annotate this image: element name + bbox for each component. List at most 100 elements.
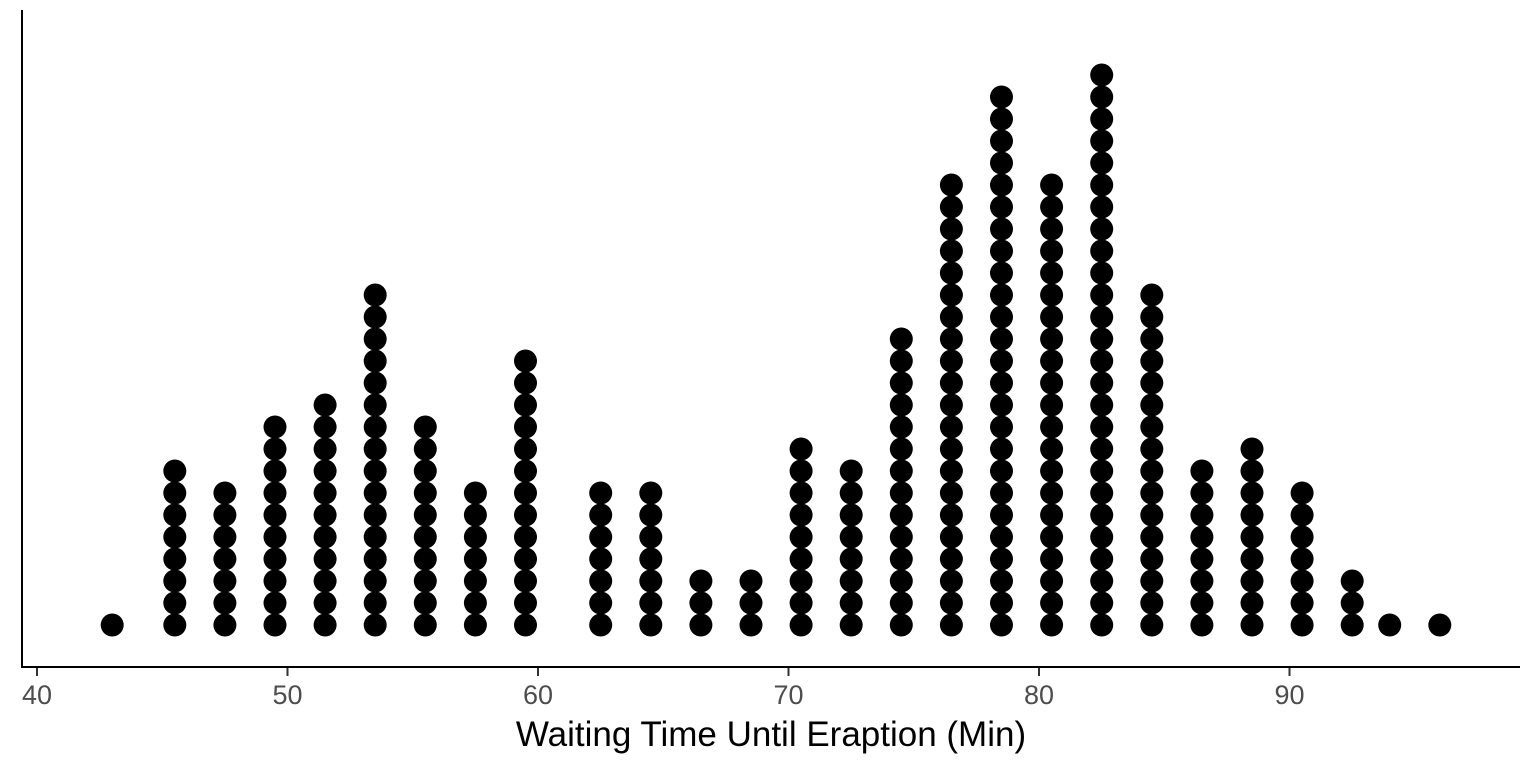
dot-point: [1040, 217, 1064, 241]
dot-point: [163, 459, 187, 483]
dot-point: [639, 481, 663, 505]
dot-point: [1190, 613, 1214, 637]
dot-point: [739, 591, 763, 615]
dot-point: [313, 613, 337, 637]
dot-point: [1290, 547, 1314, 571]
dot-point: [939, 195, 963, 219]
dot-point: [990, 481, 1013, 505]
dot-point: [1290, 503, 1314, 527]
dot-point: [1090, 613, 1114, 637]
dot-point: [263, 481, 287, 505]
dot-point: [313, 481, 337, 505]
dot-point: [1090, 63, 1114, 87]
dot-point: [789, 525, 813, 549]
dot-point: [463, 591, 487, 615]
dot-point: [1040, 195, 1064, 219]
dot-point: [990, 503, 1013, 527]
dot-point: [639, 569, 663, 593]
dot-point: [1190, 459, 1214, 483]
dot-point: [463, 569, 487, 593]
dot-point: [263, 459, 287, 483]
dot-point: [163, 613, 187, 637]
dot-point: [1040, 239, 1064, 263]
dot-point: [213, 481, 237, 505]
dot-point: [1290, 591, 1314, 615]
dot-point: [939, 569, 963, 593]
dot-point: [263, 437, 287, 461]
dot-point: [990, 437, 1013, 461]
dot-point: [1240, 525, 1264, 549]
dot-point: [1090, 591, 1114, 615]
dot-point: [1090, 415, 1114, 439]
dot-point: [1340, 569, 1364, 593]
dot-point: [990, 459, 1013, 483]
dot-point: [839, 503, 863, 527]
dot-point: [1090, 151, 1114, 175]
dot-point: [1090, 129, 1114, 153]
dot-point: [413, 481, 437, 505]
dot-point: [1140, 371, 1164, 395]
dot-point: [990, 107, 1013, 131]
dot-point: [1090, 437, 1114, 461]
dot-point: [939, 437, 963, 461]
dot-point: [463, 525, 487, 549]
dot-point: [789, 569, 813, 593]
dot-point: [1090, 481, 1114, 505]
dot-point: [363, 481, 387, 505]
dot-point: [463, 481, 487, 505]
dot-point: [1040, 503, 1064, 527]
dot-point: [839, 481, 863, 505]
dot-point: [889, 481, 913, 505]
dot-point: [990, 613, 1013, 637]
dot-point: [990, 371, 1013, 395]
x-axis-title: Waiting Time Until Eraption (Min): [516, 715, 1026, 754]
dot-point: [413, 415, 437, 439]
dot-point: [789, 459, 813, 483]
dot-point: [213, 613, 237, 637]
dot-point: [990, 239, 1013, 263]
dot-point: [990, 129, 1013, 153]
dot-point: [839, 569, 863, 593]
dot-point: [589, 547, 613, 571]
dot-point: [1140, 283, 1164, 307]
dot-point: [1040, 327, 1064, 351]
dot-point: [413, 591, 437, 615]
dot-point: [413, 503, 437, 527]
dot-point: [1140, 503, 1164, 527]
dot-point: [789, 437, 813, 461]
dot-point: [1378, 613, 1402, 637]
dot-point: [990, 415, 1013, 439]
dot-point: [263, 613, 287, 637]
dot-point: [514, 503, 537, 527]
dot-point: [463, 613, 487, 637]
dot-point: [589, 503, 613, 527]
dot-point: [313, 591, 337, 615]
dot-point: [1290, 481, 1314, 505]
dot-point: [1040, 569, 1064, 593]
dot-point: [1040, 393, 1064, 417]
dot-point: [363, 393, 387, 417]
dot-point: [1090, 459, 1114, 483]
dot-point: [1190, 503, 1214, 527]
dot-point: [213, 591, 237, 615]
dot-point: [363, 503, 387, 527]
dot-point: [739, 613, 763, 637]
dot-point: [1090, 107, 1114, 131]
x-axis-ticks: 40 50 60 70 80 90: [22, 668, 1305, 710]
dot-point: [939, 371, 963, 395]
dot-point: [990, 547, 1013, 571]
dot-point: [1190, 525, 1214, 549]
dot-point: [1240, 437, 1264, 461]
dot-point: [789, 613, 813, 637]
dot-point: [463, 547, 487, 571]
dot-point: [1090, 305, 1114, 329]
dot-point: [1190, 481, 1214, 505]
dot-point: [413, 547, 437, 571]
dot-point: [939, 239, 963, 263]
dot-point: [1140, 349, 1164, 373]
dot-point: [1340, 591, 1364, 615]
dot-point: [889, 415, 913, 439]
dot-point: [1090, 195, 1114, 219]
dot-point: [689, 591, 713, 615]
